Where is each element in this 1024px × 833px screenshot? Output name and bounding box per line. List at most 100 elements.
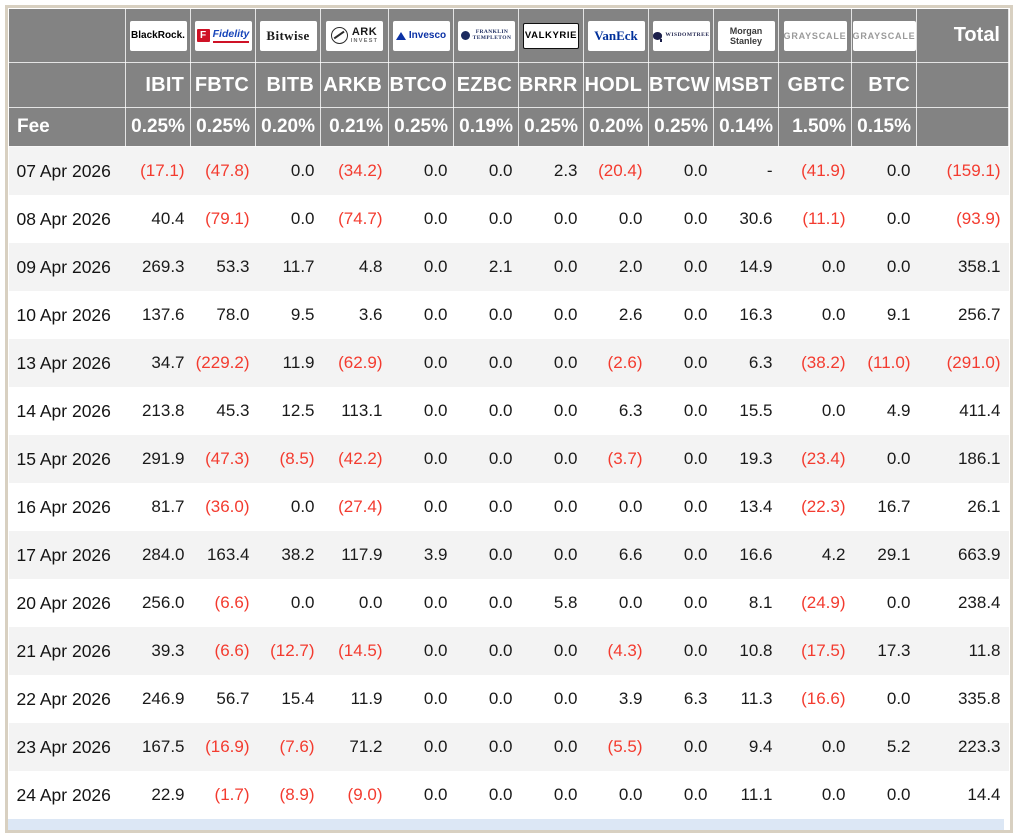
flow-value-hodl: 6.3 [618,401,643,420]
flow-value-brrr: 5.8 [553,593,578,612]
logo-cell-bitb: Bitwise [255,8,321,63]
flow-value-brrr: 0.0 [553,641,578,660]
flow-value-btco: 0.0 [423,401,448,420]
total-value: (93.9) [956,209,1001,228]
date-cell: 17 Apr 2026 [16,544,111,565]
flow-value-btcw: 0.0 [683,641,708,660]
ticker-gbtc: GBTC [778,62,852,108]
corner-cell [8,8,126,63]
flow-value-brrr: 0.0 [553,689,578,708]
flow-value-msbt: 9.4 [748,737,773,756]
flow-value-btcw: 0.0 [683,209,708,228]
date-cell: 24 Apr 2026 [16,784,111,805]
logo-cell-brrr: VALKYRIE [518,8,584,63]
logo-cell-fbtc: F Fidelity [190,8,256,63]
invesco-logo: Invesco [392,20,450,51]
flow-value-brrr: 2.3 [553,161,578,180]
flow-value-btc: 0.0 [886,449,911,468]
flow-value-ezbc: 0.0 [488,449,513,468]
flow-value-brrr: 0.0 [553,449,578,468]
fee-bitb: 0.20% [255,107,321,147]
flow-value-gbtc: (23.4) [801,449,846,468]
fee-hodl: 0.20% [583,107,649,147]
flow-value-btco: 0.0 [423,497,448,516]
flow-value-bitb: 0.0 [290,497,315,516]
flow-value-btcw: 0.0 [683,353,708,372]
flow-value-bitb: 11.9 [282,353,315,372]
flow-value-ezbc: 0.0 [488,305,513,324]
wisdomtree-logo-subtext: WISDOMTREE [665,32,710,39]
date-cell: 08 Apr 2026 [16,208,111,229]
fee-btc: 0.15% [851,107,917,147]
flow-value-gbtc: (24.9) [801,593,846,612]
total-value: 335.8 [957,689,1001,708]
ticker-arkb: ARKB [320,62,389,108]
flow-value-btco: 0.0 [423,737,448,756]
flow-value-btc: 16.7 [877,497,911,516]
logo-cell-gbtc: GRAYSCALE [778,8,852,63]
flow-value-fbtc: (79.1) [205,209,250,228]
ark-logo-text: ARK [351,25,378,38]
grayscale-logo: GRAYSCALE [783,20,847,51]
flow-value-btcw: 0.0 [683,593,708,612]
flow-value-ibit: 256.0 [141,593,185,612]
flow-value-btcw: 0.0 [683,497,708,516]
flow-value-btc: 4.9 [886,401,911,420]
total-value: 663.9 [957,545,1001,564]
flow-value-hodl: 3.9 [618,689,643,708]
corner-cell [8,62,126,108]
flow-value-btc: 0.0 [886,161,911,180]
flow-value-msbt: 14.9 [739,257,773,276]
blackrock-logo-text: BlackRock. [131,30,185,41]
flow-value-ibit: 284.0 [141,545,185,564]
flow-value-bitb: 9.5 [290,305,315,324]
morganstanley-logo: Morgan Stanley [717,20,775,51]
flow-value-ezbc: 0.0 [488,689,513,708]
logo-cell-btco: Invesco [388,8,454,63]
ticker-fbtc: FBTC [190,62,256,108]
grayscale-logo: GRAYSCALE [852,20,916,51]
total-fee-cell [916,107,1009,147]
flow-value-bitb: 12.5 [281,401,315,420]
total-value: (291.0) [946,353,1001,372]
flow-value-arkb: 3.6 [358,305,383,324]
flow-value-bitb: (12.7) [270,641,315,660]
flow-value-gbtc: 0.0 [821,737,846,756]
flow-value-arkb: (62.9) [338,353,383,372]
total-value: 14.4 [967,785,1001,804]
flow-value-bitb: 38.2 [281,545,315,564]
flow-value-fbtc: 78.0 [216,305,250,324]
table-row: 13 Apr 2026 34.7 (229.2) 11.9 (62.9) 0.0 0.0 0.… [8,339,1009,387]
flow-value-btcw: 0.0 [683,785,708,804]
flow-value-ibit: (17.1) [140,161,185,180]
flow-value-btco: 0.0 [423,449,448,468]
flow-value-msbt: 13.4 [739,497,773,516]
flow-value-brrr: 0.0 [553,545,578,564]
table-header: BlackRock. F Fidelity Bitwise ARK INVEST Inves… [8,8,1009,147]
fee-msbt: 0.14% [713,107,779,147]
ticker-msbt: MSBT [713,62,779,108]
flow-value-btc: 0.0 [886,257,911,276]
franklin-logo: FRANKLIN TEMPLETON [457,20,515,51]
logo-cell-ezbc: FRANKLIN TEMPLETON [453,8,519,63]
fidelity-logo-icon: F [196,29,210,42]
total-value: 186.1 [957,449,1001,468]
flow-value-brrr: 0.0 [553,209,578,228]
flow-value-btc: 0.0 [886,689,911,708]
fee-btcw: 0.25% [648,107,714,147]
ticker-ibit: IBIT [125,62,191,108]
flow-value-msbt: 15.5 [739,401,773,420]
flow-value-btcw: 0.0 [683,545,708,564]
flow-value-arkb: (27.4) [338,497,383,516]
ticker-btc: BTC [851,62,917,108]
flow-value-btc: 29.1 [877,545,911,564]
flow-value-gbtc: 4.2 [821,545,846,564]
grayscale-logo-text: GRAYSCALE [783,30,847,41]
date-cell: 10 Apr 2026 [16,304,111,325]
date-cell: 15 Apr 2026 [16,448,111,469]
table-row: 24 Apr 2026 22.9 (1.7) (8.9) (9.0) 0.0 0.0 0.0 0… [8,771,1009,819]
vaneck-logo-text: VanEck [594,27,638,43]
flow-value-hodl: 6.6 [618,545,643,564]
flow-value-btc: 9.1 [886,305,911,324]
flow-value-ibit: 246.9 [141,689,185,708]
